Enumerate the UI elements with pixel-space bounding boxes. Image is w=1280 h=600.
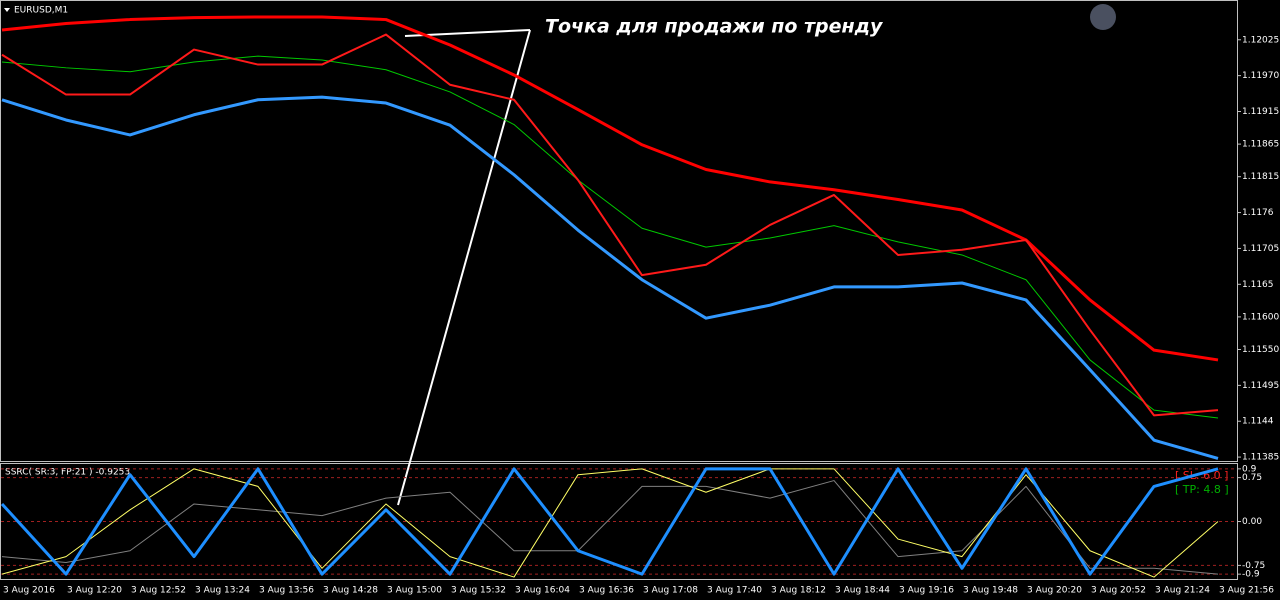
y-tick-label: 1.11865 [1242, 140, 1279, 150]
y-tick-label: 0.9 [1242, 464, 1257, 474]
x-tick-label: 3 Aug 17:40 [707, 586, 762, 596]
y-tick-label: 1.11385 [1242, 453, 1279, 463]
x-tick-label: 3 Aug 20:52 [1091, 586, 1146, 596]
x-tick-label: 3 Aug 15:32 [451, 586, 506, 596]
y-tick-label: 1.11815 [1242, 172, 1279, 182]
x-tick-label: 3 Aug 20:20 [1027, 586, 1082, 596]
x-tick-label: 3 Aug 18:44 [835, 586, 890, 596]
series-line [1, 55, 1219, 419]
x-tick-label: 3 Aug 16:36 [579, 586, 634, 596]
x-tick-label: 3 Aug 17:08 [643, 586, 698, 596]
y-tick-label: 1.11600 [1242, 312, 1279, 322]
x-tick-label: 3 Aug 13:56 [259, 586, 314, 596]
sl-label: [ SL: 6.0 ] [1175, 469, 1228, 482]
x-tick-label: 3 Aug 12:52 [131, 586, 186, 596]
x-tick-label: 3 Aug 14:28 [323, 586, 378, 596]
symbol-label: EURUSD,M1 [14, 6, 68, 16]
y-tick-label: 1.11705 [1242, 244, 1279, 254]
series-line [1, 480, 1219, 575]
y-tick-label: 1.11915 [1242, 107, 1279, 117]
y-tick-label: 0.75 [1242, 473, 1262, 483]
series-line [1, 33, 1219, 417]
annotation: Точка для продажи по тренду [545, 16, 884, 38]
x-tick-label: 3 Aug 19:16 [899, 586, 954, 596]
x-tick-label: 3 Aug 12:20 [67, 586, 122, 596]
x-tick-label: 3 Aug 15:00 [387, 586, 442, 596]
y-tick-label: 1.11970 [1242, 71, 1279, 81]
x-tick-label: 3 Aug 19:48 [963, 586, 1018, 596]
indicator-label: SSRC( SR:3, FP:21 ) -0.9253 [5, 468, 130, 478]
y-tick-label: 1.1144 [1242, 417, 1274, 427]
y-tick-label: 1.11495 [1242, 381, 1279, 391]
main-panel [0, 0, 1238, 462]
x-tick-label: 3 Aug 21:24 [1155, 586, 1210, 596]
y-tick-label: 1.1165 [1242, 280, 1274, 290]
x-tick-label: 3 Aug 13:24 [195, 586, 250, 596]
tp-label: [ TP: 4.8 ] [1175, 483, 1229, 496]
menu-arrow [4, 8, 10, 12]
y-tick-label: 1.11550 [1242, 345, 1279, 355]
arrow [397, 29, 531, 506]
x-tick-label: 3 Aug 16:04 [515, 586, 570, 596]
series-line [1, 468, 1219, 578]
y-tick-label: 0.00 [1242, 517, 1262, 527]
x-tick-label: 3 Aug 2016 [3, 586, 55, 596]
y-tick-label: 1.12025 [1242, 35, 1279, 45]
decor-circle [1090, 4, 1116, 30]
series-line [1, 15, 1219, 362]
series-line [0, 467, 1219, 576]
y-tick-label: 1.1176 [1242, 208, 1274, 218]
x-tick-label: 3 Aug 21:56 [1219, 586, 1274, 596]
y-tick-label: -0.75 [1242, 561, 1265, 571]
y-tick-label: -0.9 [1242, 570, 1260, 580]
x-tick-label: 3 Aug 18:12 [771, 586, 826, 596]
series-line [1, 95, 1219, 460]
